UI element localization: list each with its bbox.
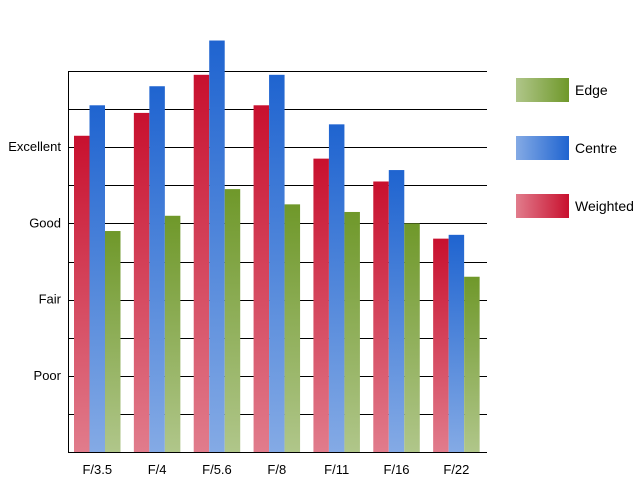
axis-labels: F/3.5 F/4 F/5.6 F/8 F/11 F/16 F/22 Poor Fair Good… [8, 139, 469, 477]
y-tick-label-fair: Fair [39, 292, 62, 307]
x-tick-label-f-5-6: F/5.6 [202, 462, 232, 477]
bar-edge-f-22 [464, 276, 480, 452]
axes [68, 71, 487, 453]
bar-centre-f-11 [328, 124, 345, 452]
bar-edge-f-4 [164, 215, 181, 452]
bar-edge-f-5-6 [224, 189, 241, 453]
bar-weighted-f-4 [133, 112, 150, 452]
legend-label-edge: Edge [575, 82, 608, 98]
bar-edge-f-11 [344, 211, 360, 452]
legend: Edge Centre Weighted [516, 78, 634, 218]
bar-centre-f-22 [448, 234, 465, 452]
x-tick-label-f-22: F/22 [443, 462, 469, 477]
bar-weighted-f-8 [253, 105, 270, 452]
bar-centre-f-8 [269, 74, 285, 452]
bar-edge-f-3-5 [105, 231, 121, 452]
bar-weighted-f-3-5 [74, 135, 90, 452]
bar-centre-f-5-6 [209, 40, 225, 453]
bar-weighted-f-11 [313, 158, 329, 452]
legend-label-centre: Centre [575, 140, 617, 156]
bar-centre-f-3-5 [89, 105, 105, 452]
y-tick-label-good: Good [29, 215, 61, 230]
bar-centre-f-16 [388, 170, 405, 452]
x-tick-label-f-16: F/16 [384, 462, 410, 477]
legend-swatch-centre [516, 136, 569, 160]
bar-centre-f-4 [149, 86, 165, 453]
x-tick-label-f-3-5: F/3.5 [82, 462, 112, 477]
legend-swatch-weighted [516, 194, 569, 218]
legend-label-weighted: Weighted [575, 198, 634, 214]
x-tick-label-f-8: F/8 [267, 462, 286, 477]
x-tick-label-f-4: F/4 [148, 462, 167, 477]
bar-edge-f-8 [284, 204, 301, 452]
bar-weighted-f-5-6 [193, 74, 210, 452]
x-tick-label-f-11: F/11 [324, 462, 349, 477]
y-tick-label-poor: Poor [34, 368, 62, 383]
bar-weighted-f-16 [373, 181, 389, 453]
legend-swatch-edge [516, 78, 569, 102]
bar-edge-f-16 [404, 223, 420, 452]
y-tick-label-excellent: Excellent [8, 139, 61, 154]
bars [74, 40, 480, 453]
bar-weighted-f-22 [433, 238, 449, 452]
